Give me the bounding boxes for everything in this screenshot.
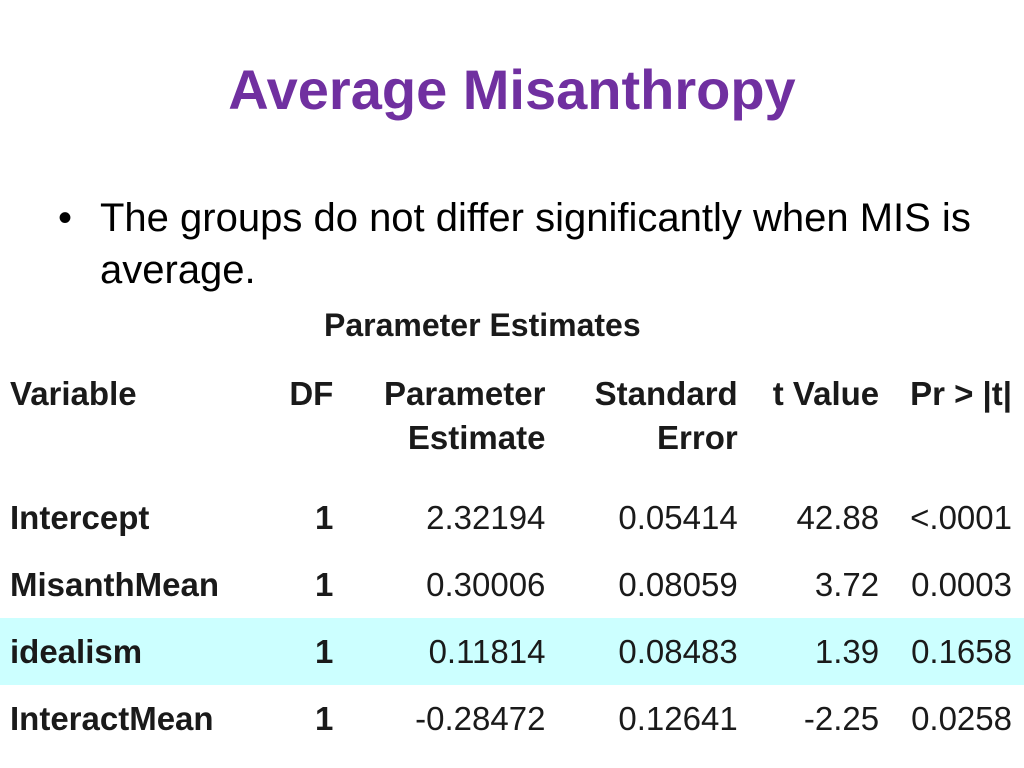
header-se-line2: Error (657, 419, 738, 456)
cell-t-value: -2.25 (803, 699, 880, 737)
cell-df: 1 (259, 618, 338, 685)
cell-p-value: 0.0258 (911, 699, 1012, 737)
header-estimate-line1: Parameter (383, 375, 546, 412)
table-caption-text: Parameter Estimates (324, 307, 641, 343)
header-estimate: Parameter Estimate (337, 372, 549, 484)
cell-variable: InteractMean (10, 699, 214, 737)
parameter-estimates-table: Variable DF Parameter Estimate Standard … (0, 372, 1024, 752)
cell-t-value: 1.39 (741, 618, 884, 685)
header-standard-error: Standard Error (549, 372, 741, 484)
cell-p-value: <.0001 (910, 498, 1012, 536)
table-row: Intercept 1 2.32194 0.05414 42.88 <.0001 (0, 484, 1024, 551)
cell-p-value: 0.1658 (883, 618, 1024, 685)
cell-df: 1 (314, 699, 334, 737)
header-df: DF (289, 375, 334, 412)
header-t-value: t Value (772, 375, 880, 412)
bullet-point: • The groups do not differ significantly… (58, 192, 978, 296)
bullet-text: The groups do not differ significantly w… (100, 196, 971, 292)
cell-df: 1 (314, 498, 334, 536)
cell-t-value: 3.72 (814, 565, 880, 603)
cell-standard-error: 0.05414 (618, 498, 738, 536)
bullet-mark: • (58, 196, 73, 240)
cell-standard-error: 0.12641 (618, 699, 738, 737)
cell-p-value: 0.0003 (911, 565, 1012, 603)
cell-standard-error: 0.08483 (549, 618, 742, 685)
cell-variable: Intercept (10, 498, 150, 536)
cell-estimate: 0.30006 (426, 565, 546, 603)
header-p-value: Pr > |t| (910, 375, 1012, 412)
cell-estimate: 0.11814 (337, 618, 550, 685)
header-se-line1: Standard (594, 375, 738, 412)
cell-estimate: -0.28472 (415, 699, 546, 737)
slide-title: Average Misanthropy (228, 58, 796, 121)
table-row: idealism 1 0.11814 0.08483 1.39 0.1658 (0, 618, 1024, 685)
table-row: InteractMean 1 -0.28472 0.12641 -2.25 0.… (0, 685, 1024, 752)
cell-t-value: 42.88 (796, 498, 880, 536)
table-row: MisanthMean 1 0.30006 0.08059 3.72 0.000… (0, 551, 1024, 618)
table-header-row: Variable DF Parameter Estimate Standard … (0, 372, 1024, 484)
cell-estimate: 2.32194 (426, 498, 546, 536)
cell-variable: idealism (0, 618, 259, 685)
header-estimate-line2: Estimate (407, 419, 546, 456)
cell-variable: MisanthMean (10, 565, 220, 603)
header-variable: Variable (10, 375, 137, 412)
cell-df: 1 (314, 565, 334, 603)
cell-standard-error: 0.08059 (618, 565, 738, 603)
